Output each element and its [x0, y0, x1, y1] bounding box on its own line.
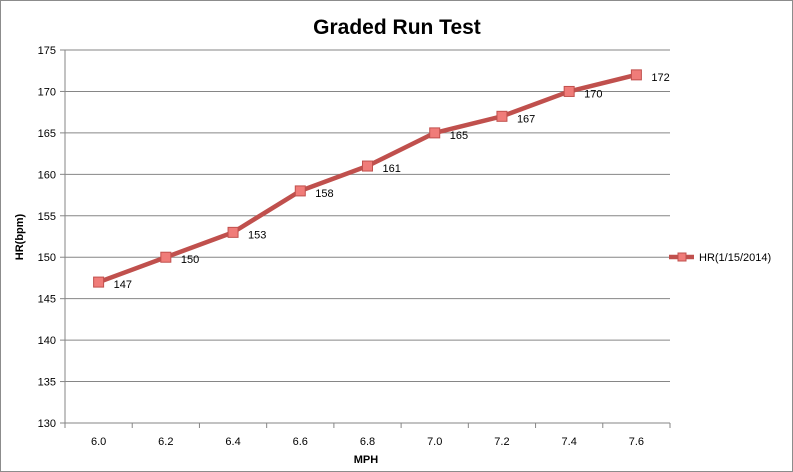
data-label: 150: [181, 254, 199, 266]
x-tick-label: 7.2: [494, 436, 509, 448]
data-label: 161: [383, 163, 401, 175]
y-tick-label: 140: [38, 335, 56, 347]
x-axis-ticks: 6.0 6.2 6.4 6.6 6.8 7.0 7.2 7.4 7.6: [64, 423, 671, 448]
data-label: 147: [114, 279, 132, 291]
data-label: 158: [315, 188, 333, 200]
legend: HR(1/15/2014): [669, 252, 771, 264]
data-point: [227, 226, 239, 238]
series-line: [96, 72, 639, 285]
x-axis-title: MPH: [354, 454, 379, 466]
data-point: [294, 185, 306, 197]
data-point: [496, 110, 508, 122]
data-point: [362, 160, 373, 172]
y-tick-label: 135: [38, 377, 56, 389]
x-tick-label: 7.4: [562, 436, 577, 448]
gridlines: [65, 49, 670, 383]
y-axis-ticks: 130 135 140 145 150 155 160 165 170 175: [38, 45, 65, 430]
chart-title: Graded Run Test: [313, 16, 481, 39]
legend-marker: [677, 252, 687, 262]
data-labels: 147 150 153 158 161 165 167 170 172: [114, 72, 670, 291]
data-point: [93, 276, 105, 288]
data-label: 165: [450, 130, 468, 142]
x-tick-label: 7.6: [629, 436, 644, 448]
series-hr: [93, 69, 642, 288]
data-label: 170: [584, 88, 602, 100]
y-tick-label: 145: [38, 294, 56, 306]
y-tick-label: 150: [38, 252, 56, 264]
data-label: 167: [517, 113, 535, 125]
y-axis-title: HR(bpm): [14, 213, 26, 260]
data-point: [160, 251, 172, 263]
y-tick-label: 160: [38, 169, 56, 181]
x-tick-label: 6.0: [91, 436, 106, 448]
y-tick-label: 175: [38, 45, 56, 57]
legend-entry-hr: HR(1/15/2014): [699, 252, 771, 264]
x-tick-label: 6.8: [360, 436, 375, 448]
x-tick-label: 6.2: [158, 436, 173, 448]
data-point: [563, 85, 575, 97]
axes: [64, 50, 670, 424]
data-point: [429, 127, 441, 139]
data-point: [630, 69, 642, 81]
y-tick-label: 130: [38, 418, 56, 430]
y-tick-label: 155: [38, 211, 56, 223]
data-label: 172: [651, 72, 669, 84]
x-tick-label: 6.6: [293, 436, 308, 448]
x-tick-label: 7.0: [427, 436, 442, 448]
data-label: 153: [248, 229, 266, 241]
x-tick-label: 6.4: [225, 436, 240, 448]
y-tick-label: 170: [38, 86, 56, 98]
y-tick-label: 165: [38, 128, 56, 140]
